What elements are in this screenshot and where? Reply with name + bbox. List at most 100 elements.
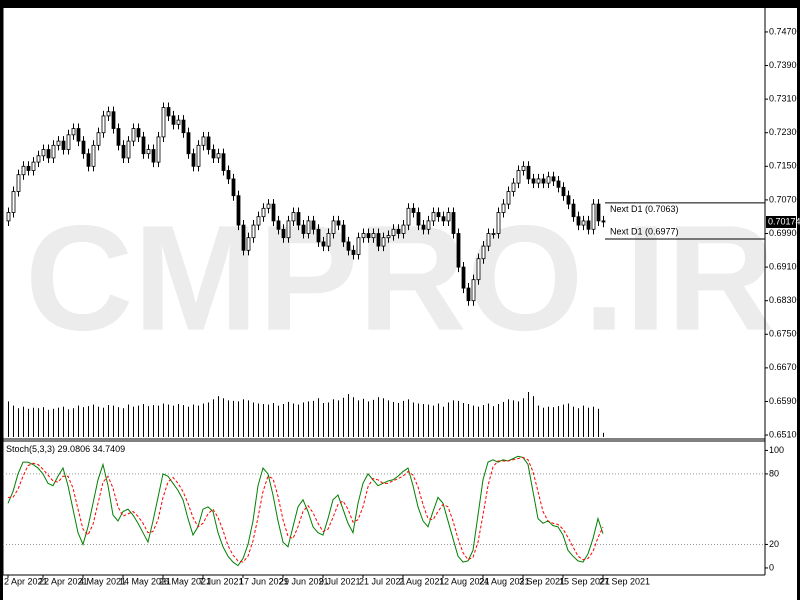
volume-bar [603,432,604,437]
volume-bar [103,407,104,437]
y-tick-label: 0.71500 [769,161,800,171]
candle-body [21,165,26,176]
volume-bar [158,405,159,437]
x-tick-label: 7 Jun 2021 [199,576,244,586]
volume-bar [278,405,279,437]
volume-bar [33,407,34,437]
candle-body [416,212,421,226]
volume-bar [333,399,334,437]
candle-body [456,233,461,268]
indicator-name: Stoch(5,3,3) [6,444,55,454]
y-tick-label: 0.74700 [769,26,800,36]
volume-bar [188,406,189,437]
volume-bar [73,408,74,437]
y-tick-label: 80 [769,468,779,478]
volume-bar [138,405,139,437]
volume-bar [323,402,324,437]
indicator-value: 34.7409 [93,444,126,454]
candle-body [486,233,491,247]
y-tick-label: 0.67500 [769,329,800,339]
volume-bar [523,398,524,437]
candle-body [541,178,546,184]
candle-body [431,212,436,222]
candle-body [211,149,216,159]
volume-bar [483,405,484,437]
volume-bar [578,408,579,437]
volume-bar [388,400,389,437]
candle-body [61,140,66,150]
volume-bar [363,398,364,437]
candle-body [516,170,521,184]
volume-bar [438,403,439,437]
volume-bar [98,406,99,437]
candle-body [526,165,531,180]
candle-body [271,203,276,222]
volume-bar [518,401,519,437]
candle-body [191,153,196,167]
volume-bar [218,396,219,437]
x-tick-label: 15 Sep 2021 [559,576,610,586]
y-tick-label: 20 [769,539,779,549]
volume-bar [18,408,19,437]
candle-body [336,220,341,226]
volume-bar [343,397,344,437]
y-tick-label: 0.73100 [769,93,800,103]
indicator-line [8,456,604,563]
candle-body [476,258,481,281]
volume-bar [198,405,199,437]
candle-body [201,136,206,146]
candle-body [341,224,346,243]
candle-body [121,144,126,159]
candle-body [51,144,56,159]
volume-bar [553,407,554,437]
volume-bar [78,405,79,437]
candle-body [531,178,536,184]
volume-bar [403,400,404,437]
volume-bar [398,402,399,437]
candle-body [471,279,476,302]
candle-body [281,228,286,239]
candle-body [216,153,221,159]
volume-bar [423,404,424,437]
candle-body [36,155,41,163]
candle-body [246,237,251,251]
last-price-box [766,215,796,228]
candle-body [91,144,96,167]
candle-body [151,149,156,163]
volume-bar [268,404,269,437]
candle-body [601,220,606,223]
candle-body [181,119,186,134]
candle-body [381,237,386,247]
volume-bar [368,401,369,437]
y-tick-label: 0.73900 [769,60,800,70]
y-tick-label: 0.70700 [769,194,800,204]
candle-body [171,115,176,125]
x-tick-label: 27 Sep 2021 [599,576,650,586]
candle-body [421,224,426,230]
y-tick-label: 0.68300 [769,295,800,305]
x-tick-label: 24 Aug 2021 [479,576,530,586]
x-tick-label: 9 Jul 2021 [319,576,361,586]
volume-bar [133,406,134,437]
volume-bar [473,405,474,437]
candle-body [386,235,391,239]
volume-bar [318,398,319,437]
candle-body [481,245,486,260]
volume-bar [273,402,274,437]
volume-bar [23,406,24,437]
candle-body [316,228,321,243]
candle-body [296,212,301,226]
volume-bar [118,407,119,437]
volume-bar [123,408,124,437]
volume-bar [353,397,354,437]
volume-bar [228,400,229,437]
candle-body [591,203,596,230]
volume-bar [43,407,44,437]
candle-body [146,149,151,155]
volume-bar [283,404,284,437]
candle-body [96,132,101,146]
candle-body [571,203,576,218]
volume-bar [58,407,59,437]
candle-body [596,203,601,222]
